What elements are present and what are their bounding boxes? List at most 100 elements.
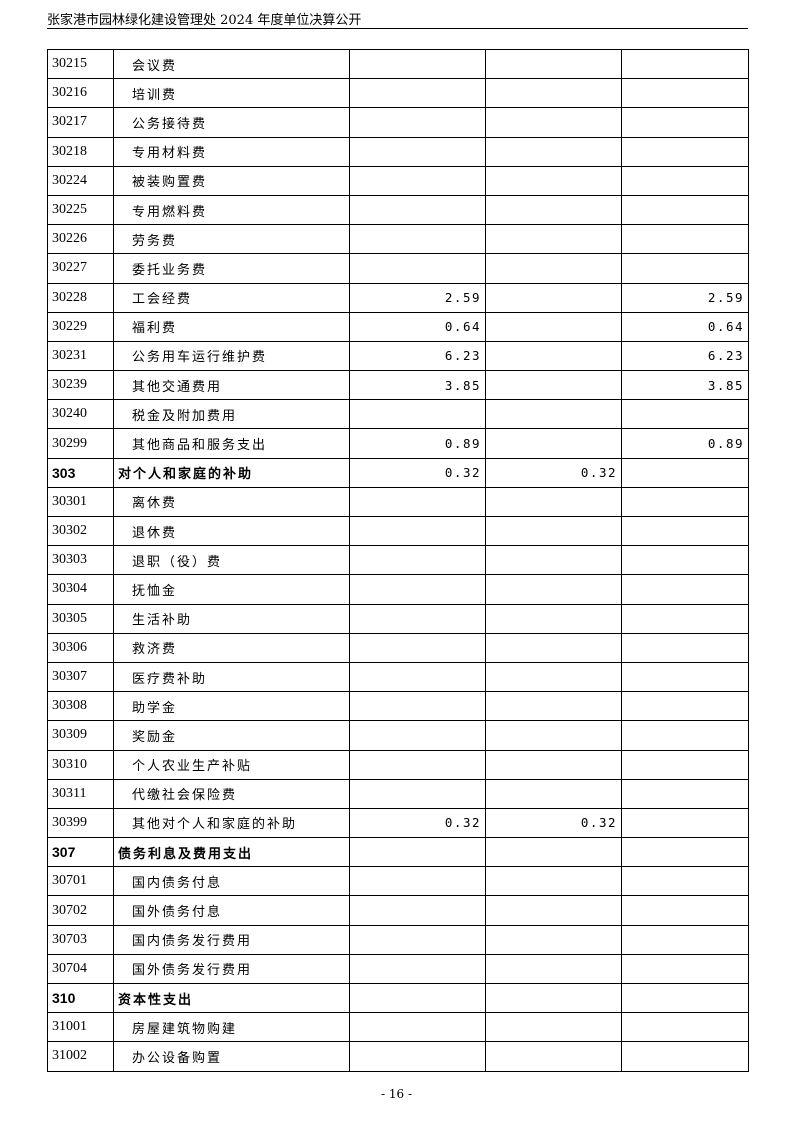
- basic-personnel-value: [485, 399, 622, 430]
- total-value: [349, 661, 486, 693]
- basic-public-value: [621, 136, 749, 167]
- item-code: 310: [47, 982, 114, 1014]
- total-value: [349, 924, 486, 955]
- basic-public-value: [621, 691, 749, 722]
- table-row: 30399 其他对个人和家庭的补助 0.32 0.32: [47, 807, 749, 839]
- table-row: 30227 委托业务费: [47, 253, 749, 284]
- basic-personnel-value: [485, 603, 622, 634]
- total-value: [349, 691, 486, 722]
- basic-public-value: [621, 778, 749, 809]
- item-name: 其他对个人和家庭的补助: [113, 807, 350, 839]
- item-name: 委托业务费: [113, 253, 350, 284]
- basic-public-value: 0.89: [621, 428, 749, 459]
- total-value: 3.85: [349, 370, 486, 401]
- item-name: 代缴社会保险费: [113, 778, 350, 809]
- basic-personnel-value: [485, 895, 622, 926]
- item-code: 30224: [47, 165, 114, 196]
- item-code: 30301: [47, 486, 114, 518]
- table-row: 30231 公务用车运行维护费 6.23 6.23: [47, 340, 749, 372]
- table-row: 303 对个人和家庭的补助 0.32 0.32: [47, 457, 749, 488]
- total-value: [349, 136, 486, 167]
- table-row: 30229 福利费 0.64 0.64: [47, 311, 749, 342]
- basic-personnel-value: [485, 194, 622, 226]
- basic-personnel-value: [485, 1041, 622, 1072]
- basic-public-value: 6.23: [621, 340, 749, 372]
- total-value: 0.32: [349, 807, 486, 839]
- item-name: 对个人和家庭的补助: [113, 457, 350, 488]
- basic-personnel-value: [485, 982, 622, 1014]
- basic-public-value: [621, 78, 749, 109]
- total-value: [349, 1041, 486, 1072]
- item-name: 其他交通费用: [113, 370, 350, 401]
- item-code: 30225: [47, 194, 114, 226]
- basic-public-value: [621, 924, 749, 955]
- item-name: 国内债务发行费用: [113, 924, 350, 955]
- total-value: [349, 486, 486, 518]
- total-value: 2.59: [349, 282, 486, 313]
- basic-public-value: [621, 107, 749, 138]
- item-code: 30299: [47, 428, 114, 459]
- item-code: 30311: [47, 778, 114, 809]
- table-row: 30218 专用材料费: [47, 136, 749, 167]
- basic-public-value: [621, 982, 749, 1014]
- item-code: 30228: [47, 282, 114, 313]
- table-row: 30217 公务接待费: [47, 107, 749, 138]
- page-header-title: 张家港市园林绿化建设管理处 2024 年度单位决算公开: [47, 13, 362, 28]
- table-row: 30701 国内债务付息: [47, 866, 749, 897]
- table-row: 30216 培训费: [47, 78, 749, 109]
- total-value: [349, 165, 486, 196]
- basic-personnel-value: [485, 953, 622, 985]
- total-value: [349, 399, 486, 430]
- total-value: [349, 837, 486, 868]
- total-value: [349, 1012, 486, 1043]
- item-name: 房屋建筑物购建: [113, 1012, 350, 1043]
- item-name: 税金及附加费用: [113, 399, 350, 430]
- total-value: [349, 194, 486, 226]
- basic-public-value: [621, 749, 749, 780]
- basic-public-value: 0.64: [621, 311, 749, 342]
- basic-public-value: [621, 48, 749, 80]
- item-name: 个人农业生产补贴: [113, 749, 350, 780]
- item-name: 助学金: [113, 691, 350, 722]
- item-code: 30303: [47, 545, 114, 576]
- table-row: 30226 劳务费: [47, 224, 749, 255]
- basic-public-value: [621, 895, 749, 926]
- item-name: 办公设备购置: [113, 1041, 350, 1072]
- basic-public-value: [621, 486, 749, 518]
- item-name: 资本性支出: [113, 982, 350, 1014]
- table-row: 31001 房屋建筑物购建: [47, 1012, 749, 1043]
- item-code: 30309: [47, 720, 114, 751]
- item-name: 工会经费: [113, 282, 350, 313]
- basic-personnel-value: [485, 924, 622, 955]
- total-value: [349, 545, 486, 576]
- table-row: 30305 生活补助: [47, 603, 749, 634]
- basic-personnel-value: [485, 720, 622, 751]
- basic-public-value: 3.85: [621, 370, 749, 401]
- item-code: 30306: [47, 632, 114, 663]
- table-row: 30703 国内债务发行费用: [47, 924, 749, 955]
- item-name: 退职（役）费: [113, 545, 350, 576]
- total-value: [349, 778, 486, 809]
- expenditure-table: 30215 会议费 30216 培训费 30217 公务接待费 30218 专用材料费 3022…: [47, 48, 749, 1072]
- total-value: [349, 515, 486, 547]
- basic-public-value: [621, 1041, 749, 1072]
- basic-personnel-value: [485, 282, 622, 313]
- basic-personnel-value: [485, 574, 622, 605]
- item-code: 30308: [47, 691, 114, 722]
- total-value: [349, 749, 486, 780]
- item-code: 30701: [47, 866, 114, 897]
- item-name: 会议费: [113, 48, 350, 80]
- basic-personnel-value: [485, 136, 622, 167]
- basic-personnel-value: [485, 340, 622, 372]
- basic-public-value: [621, 574, 749, 605]
- basic-personnel-value: [485, 78, 622, 109]
- basic-public-value: [621, 224, 749, 255]
- item-name: 救济费: [113, 632, 350, 663]
- item-code: 31002: [47, 1041, 114, 1072]
- item-code: 30310: [47, 749, 114, 780]
- basic-personnel-value: [485, 1012, 622, 1043]
- item-code: 30702: [47, 895, 114, 926]
- total-value: [349, 574, 486, 605]
- basic-personnel-value: [485, 837, 622, 868]
- item-code: 30216: [47, 78, 114, 109]
